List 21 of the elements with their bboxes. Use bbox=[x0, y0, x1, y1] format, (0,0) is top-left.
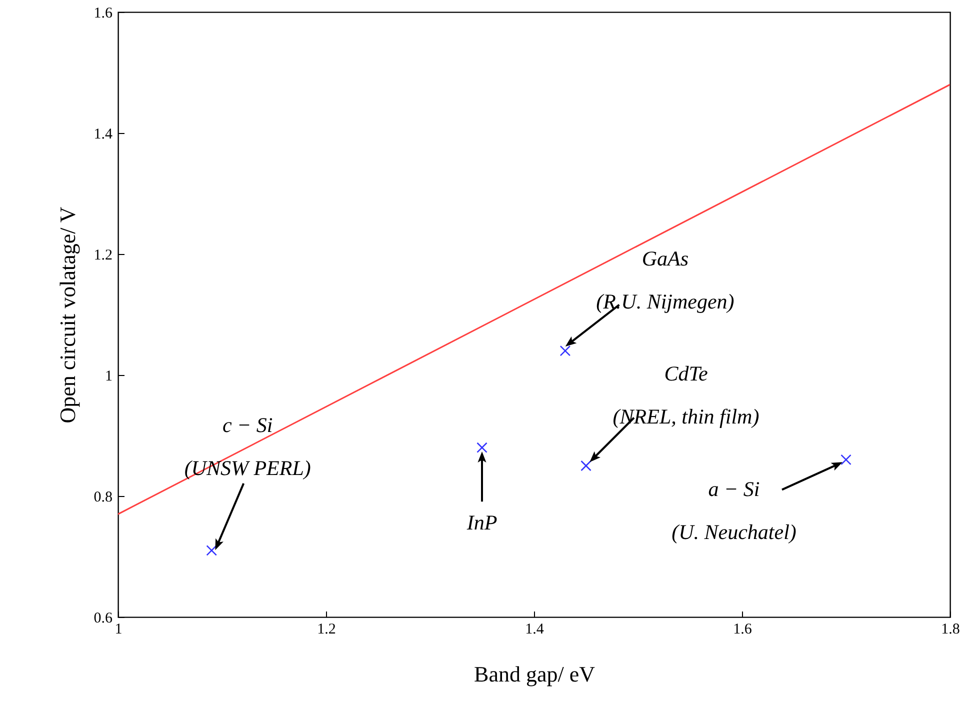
annotation: a − Si (U. Neuchatel) bbox=[672, 477, 796, 544]
x-tick-label: 1.6 bbox=[733, 622, 752, 638]
y-axis-title: Open circuit volatage/ V bbox=[54, 206, 80, 424]
y-tick-label: 1.4 bbox=[94, 126, 113, 142]
point bbox=[840, 454, 852, 466]
annotation: InP bbox=[466, 510, 498, 535]
point bbox=[580, 460, 592, 472]
point bbox=[560, 345, 571, 356]
x-tick-label: 1.8 bbox=[941, 622, 960, 638]
x-axis-title: Band gap/ eV bbox=[474, 662, 596, 686]
point bbox=[206, 545, 217, 556]
annotation: GaAs (R.U. Nijmegen) bbox=[596, 246, 734, 314]
y-tick-label: 0.8 bbox=[94, 490, 112, 506]
x-tick-label: 1.4 bbox=[525, 622, 544, 638]
x-tick-label: 1.2 bbox=[317, 622, 336, 638]
y-tick-label: 1 bbox=[105, 368, 112, 384]
annotation: CdTe (NREL, thin film) bbox=[612, 361, 760, 428]
y-tick-label: 0.6 bbox=[94, 610, 113, 626]
y-tick-label: 1.6 bbox=[94, 6, 113, 22]
point bbox=[476, 442, 488, 453]
y-tick-label: 1.2 bbox=[94, 248, 112, 264]
